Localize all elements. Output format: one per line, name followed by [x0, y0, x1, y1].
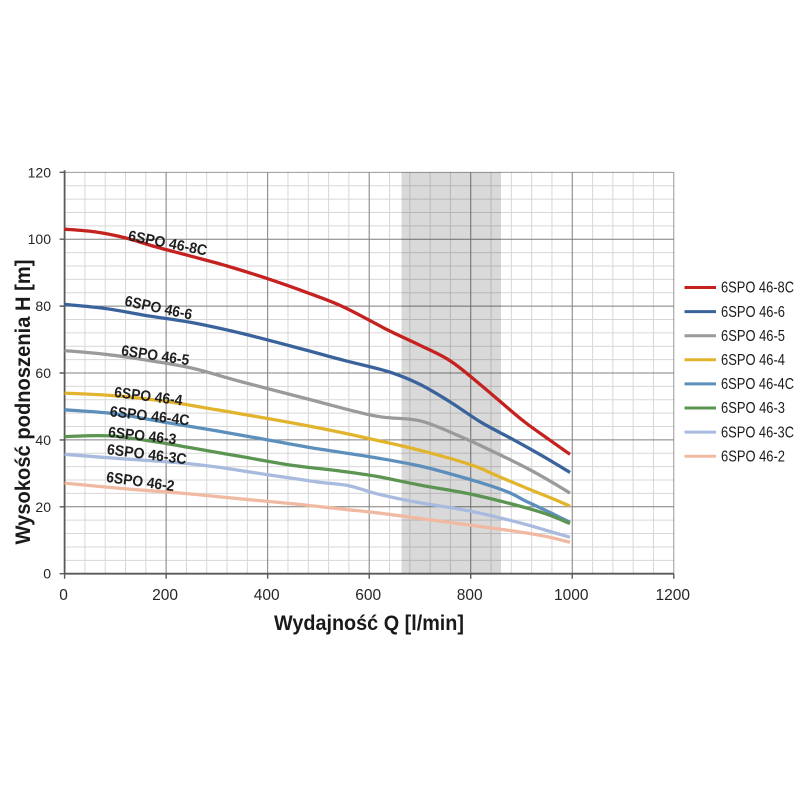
svg-text:0: 0 — [43, 566, 51, 582]
svg-text:Wysokość podnoszenia H [m]: Wysokość podnoszenia H [m] — [12, 260, 35, 545]
svg-text:6SPO 46-3: 6SPO 46-3 — [721, 400, 785, 417]
svg-text:120: 120 — [28, 164, 52, 180]
svg-text:0: 0 — [59, 587, 68, 604]
svg-text:6SPO 46-5: 6SPO 46-5 — [721, 328, 785, 345]
svg-text:6SPO 46-4C: 6SPO 46-4C — [721, 376, 794, 393]
svg-text:600: 600 — [355, 587, 381, 604]
svg-text:1000: 1000 — [554, 587, 589, 604]
svg-text:Wydajność Q [l/min]: Wydajność Q [l/min] — [274, 612, 464, 635]
svg-text:100: 100 — [28, 231, 52, 247]
svg-text:1200: 1200 — [656, 587, 691, 604]
svg-text:80: 80 — [35, 298, 51, 314]
svg-text:6SPO 46-6: 6SPO 46-6 — [721, 304, 785, 321]
svg-text:200: 200 — [152, 587, 178, 604]
svg-text:800: 800 — [457, 587, 483, 604]
svg-text:400: 400 — [254, 587, 280, 604]
svg-text:6SPO 46-2: 6SPO 46-2 — [721, 448, 785, 465]
svg-text:40: 40 — [35, 432, 51, 448]
svg-text:6SPO 46-8C: 6SPO 46-8C — [721, 280, 794, 297]
svg-text:6SPO 46-3C: 6SPO 46-3C — [721, 424, 794, 441]
svg-text:60: 60 — [35, 365, 51, 381]
svg-text:6SPO 46-4: 6SPO 46-4 — [721, 352, 785, 369]
svg-text:20: 20 — [35, 499, 51, 515]
